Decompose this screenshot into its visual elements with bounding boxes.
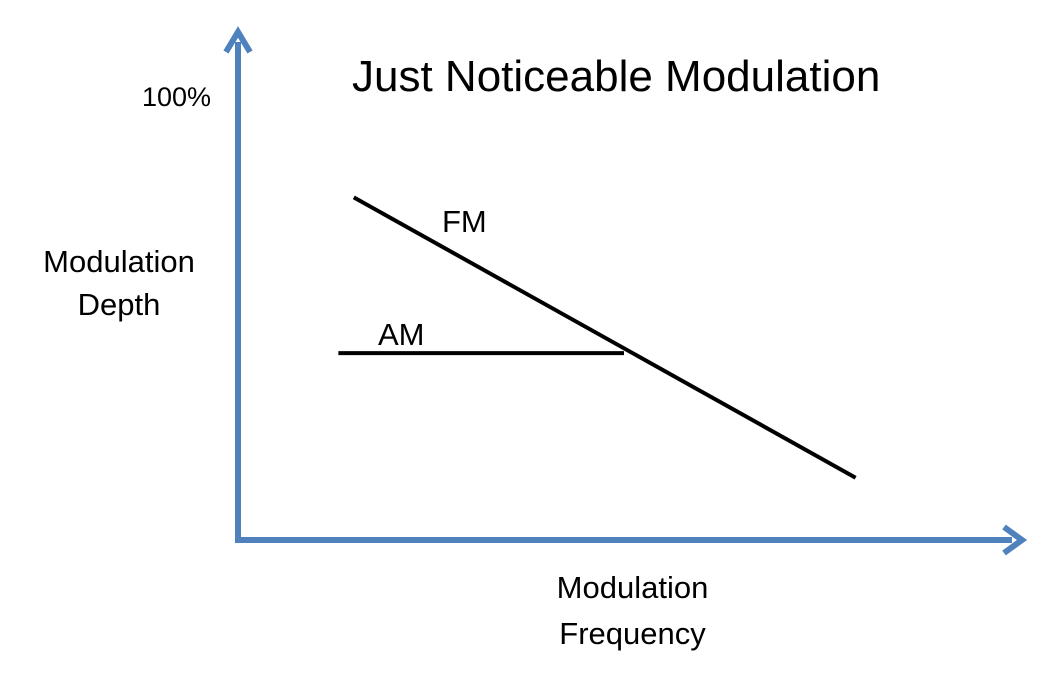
x-axis-label-line-2: Frequency [559, 616, 706, 651]
x-axis-arrowhead [1002, 524, 1028, 556]
y-tick-label-top: 100% [142, 82, 212, 112]
chart-title: Just Noticeable Modulation [352, 52, 881, 101]
x-axis-label-line-1: Modulation [556, 570, 709, 605]
x-axis-label: Modulation Frequency [480, 565, 785, 657]
y-axis-arrowhead [223, 26, 253, 54]
series-label-am: AM [378, 317, 425, 352]
series-label-fm: FM [442, 204, 487, 239]
series-line-fm [352, 195, 857, 480]
y-axis-label-line-1: Modulation [43, 244, 195, 279]
series-layer [338, 195, 857, 480]
y-axis-label: Modulation Depth [0, 240, 238, 326]
y-axis-label-line-2: Depth [77, 287, 161, 322]
